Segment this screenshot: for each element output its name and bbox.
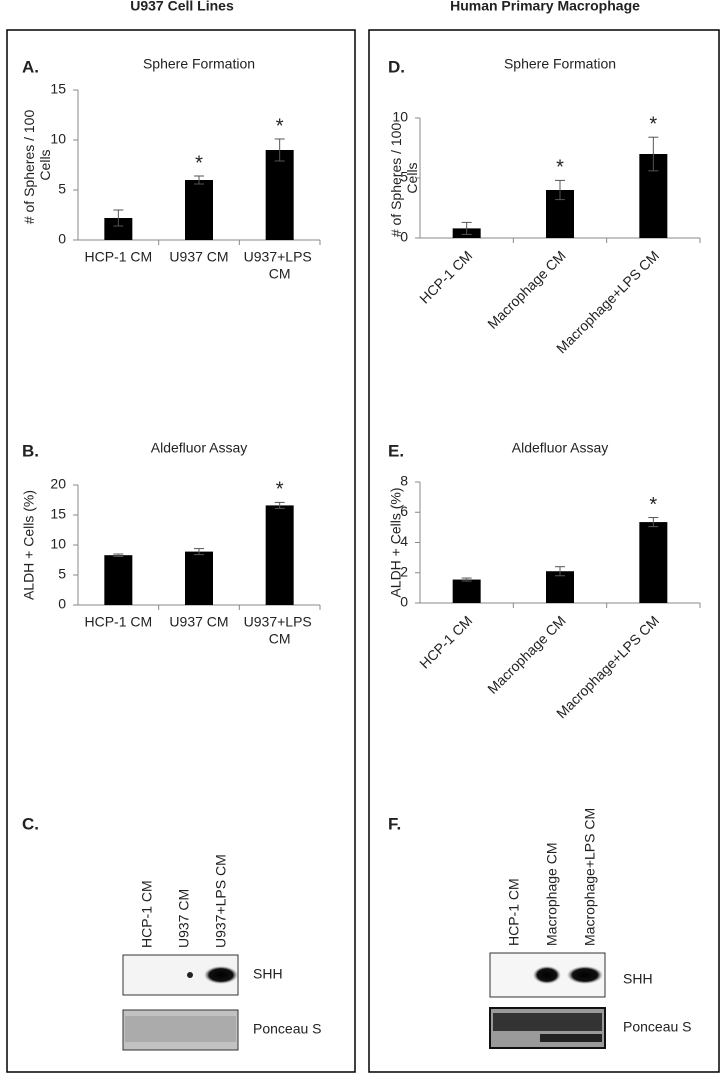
chart-title: Sphere Formation xyxy=(504,56,616,72)
bar xyxy=(185,180,213,240)
blot-band xyxy=(493,1013,602,1031)
y-tick-label: 0 xyxy=(400,229,408,245)
bar xyxy=(639,522,668,603)
bar xyxy=(185,551,213,605)
blot-band xyxy=(540,1034,602,1042)
y-tick-label: 6 xyxy=(400,503,408,519)
y-axis-label: # of Spheres / 100 Cells xyxy=(21,106,53,224)
y-tick-label: 5 xyxy=(58,566,66,582)
y-tick-label: 10 xyxy=(392,109,408,125)
row-label: Ponceau S xyxy=(253,1021,322,1037)
x-tick-label: HCP-1 CM xyxy=(84,614,152,630)
chart-title: Aldefluor Assay xyxy=(151,440,248,456)
panel-label: D. xyxy=(388,57,405,76)
blot-band xyxy=(187,972,193,978)
y-tick-label: 10 xyxy=(50,536,66,552)
lane-label: HCP-1 CM xyxy=(506,878,522,946)
panel-box xyxy=(6,29,356,1073)
lane-label: U937 CM xyxy=(176,889,192,948)
y-tick-label: 5 xyxy=(58,181,66,197)
lane-label: HCP-1 CM xyxy=(139,880,155,948)
lane-label: U937+LPS CM xyxy=(213,854,229,948)
panel-label: B. xyxy=(22,441,39,460)
y-axis-label: # of Spheres / 100 Cells xyxy=(388,119,420,237)
x-tick-label: Macrophage CM xyxy=(484,612,568,696)
blot-band xyxy=(533,966,561,984)
blot-band xyxy=(567,966,603,984)
row-label: SHH xyxy=(623,971,653,987)
chart-title: Aldefluor Assay xyxy=(512,440,609,456)
bar xyxy=(452,579,481,603)
significance-marker: * xyxy=(195,152,203,174)
x-tick-label: HCP-1 CM xyxy=(84,249,152,265)
significance-marker: * xyxy=(276,479,284,501)
y-tick-label: 15 xyxy=(50,81,66,97)
x-tick-label: Macrophage+LPS CM xyxy=(553,247,662,356)
y-tick-label: 0 xyxy=(58,596,66,612)
y-tick-label: 0 xyxy=(58,231,66,247)
column-header: Human Primary Macrophage xyxy=(450,0,640,14)
panel-label: E. xyxy=(388,441,404,460)
row-label: SHH xyxy=(253,966,283,982)
bar xyxy=(546,571,574,603)
x-tick-label: HCP-1 CM xyxy=(416,247,475,306)
x-tick-label: HCP-1 CM xyxy=(416,612,475,671)
significance-marker: * xyxy=(649,494,657,516)
y-tick-label: 4 xyxy=(400,533,408,549)
significance-marker: * xyxy=(649,113,657,135)
lane-label: Macrophage+LPS CM xyxy=(582,808,598,946)
panel-box xyxy=(368,29,720,1073)
significance-marker: * xyxy=(556,157,564,179)
row-label: Ponceau S xyxy=(623,1019,692,1035)
panel-label: A. xyxy=(22,57,39,76)
x-tick-label: U937+LPS CM xyxy=(244,613,316,646)
y-tick-label: 8 xyxy=(400,473,408,489)
y-tick-label: 0 xyxy=(400,594,408,610)
y-axis-label: ALDH + Cells (%) xyxy=(388,487,404,597)
panel-label: C. xyxy=(22,814,39,833)
panel-label: F. xyxy=(388,814,401,833)
y-tick-label: 10 xyxy=(50,131,66,147)
y-tick-label: 5 xyxy=(400,169,408,185)
y-tick-label: 20 xyxy=(50,476,66,492)
x-tick-label: U937 CM xyxy=(169,249,228,265)
bar xyxy=(104,218,133,240)
significance-marker: * xyxy=(276,115,284,137)
x-tick-label: Macrophage+LPS CM xyxy=(553,612,662,721)
x-tick-label: U937+LPS CM xyxy=(244,248,316,281)
blot-band xyxy=(125,1016,236,1042)
lane-label: Macrophage CM xyxy=(544,843,560,947)
y-tick-label: 2 xyxy=(400,563,408,579)
x-tick-label: Macrophage CM xyxy=(484,247,568,331)
bar xyxy=(265,505,294,605)
y-axis-label: ALDH + Cells (%) xyxy=(21,490,37,600)
y-tick-label: 15 xyxy=(50,506,66,522)
x-tick-label: U937 CM xyxy=(169,614,228,630)
column-header: U937 Cell Lines xyxy=(130,0,234,14)
bar xyxy=(104,555,133,605)
chart-title: Sphere Formation xyxy=(143,56,255,72)
blot-band xyxy=(204,966,238,984)
bar xyxy=(265,150,294,240)
